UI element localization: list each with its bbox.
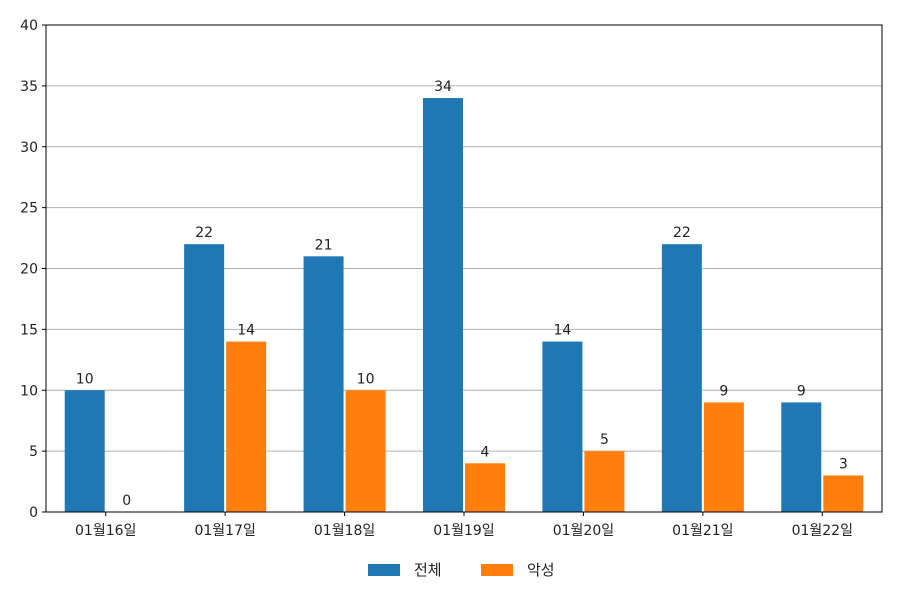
bar-malicious: [703, 402, 744, 512]
bar-value-label: 22: [195, 225, 213, 241]
bar-value-label: 5: [600, 432, 609, 448]
bar-total: [64, 390, 105, 512]
bar-value-label: 14: [237, 323, 255, 339]
data-labels: 10 0 22 14 21 10 34 4 14 5 22 9 9 3: [76, 79, 848, 509]
bar-malicious: [823, 475, 864, 512]
y-axis-ticks: 0 5 10 15 20 25 30 35 40: [20, 18, 46, 521]
bar-total: [542, 341, 583, 512]
legend-swatch: [368, 564, 400, 576]
bar-malicious: [584, 451, 625, 512]
bar-value-label: 4: [481, 444, 490, 460]
bar-value-label: 14: [554, 323, 572, 339]
bar-value-label: 10: [357, 371, 375, 387]
bar-value-label: 21: [315, 237, 333, 253]
bar-total: [303, 256, 344, 512]
y-tick-label: 35: [20, 79, 38, 95]
bar-value-label: 34: [434, 79, 452, 95]
bar-malicious: [465, 463, 505, 512]
grid-lines: [46, 85, 882, 452]
x-tick-label: 01월20일: [553, 523, 614, 539]
bar-value-label: 22: [673, 225, 691, 241]
bar-malicious: [345, 390, 386, 512]
bar-total: [661, 244, 702, 512]
x-tick-label: 01월17일: [194, 523, 255, 539]
y-tick-label: 10: [20, 383, 38, 399]
x-axis-ticks: 01월16일 01월17일 01월18일 01월19일 01월20일 01월21일 01월2…: [75, 512, 853, 539]
bar-value-label: 0: [122, 493, 131, 509]
bar-value-label: 9: [719, 383, 728, 399]
x-tick-label: 01월16일: [75, 523, 136, 539]
bar-total: [423, 98, 463, 513]
y-tick-label: 30: [20, 140, 38, 156]
bars: [64, 98, 864, 513]
x-tick-label: 01월19일: [433, 523, 494, 539]
legend-swatch: [481, 564, 513, 576]
y-tick-label: 0: [29, 505, 38, 521]
legend-label: 악성: [527, 561, 555, 579]
y-tick-label: 20: [20, 262, 38, 278]
legend: 전체 악성: [368, 561, 555, 579]
bar-value-label: 9: [797, 383, 806, 399]
y-tick-label: 40: [20, 18, 38, 34]
y-tick-label: 5: [29, 444, 38, 460]
legend-label: 전체: [414, 561, 442, 579]
y-tick-label: 15: [20, 322, 38, 338]
x-tick-label: 01월18일: [314, 523, 375, 539]
bar-value-label: 10: [76, 371, 94, 387]
bar-malicious: [226, 341, 267, 512]
y-tick-label: 25: [20, 201, 38, 217]
bar-total: [184, 244, 225, 512]
bar-total: [781, 402, 822, 512]
x-tick-label: 01월22일: [792, 523, 853, 539]
x-tick-label: 01월21일: [672, 523, 733, 539]
bar-value-label: 3: [839, 456, 848, 472]
